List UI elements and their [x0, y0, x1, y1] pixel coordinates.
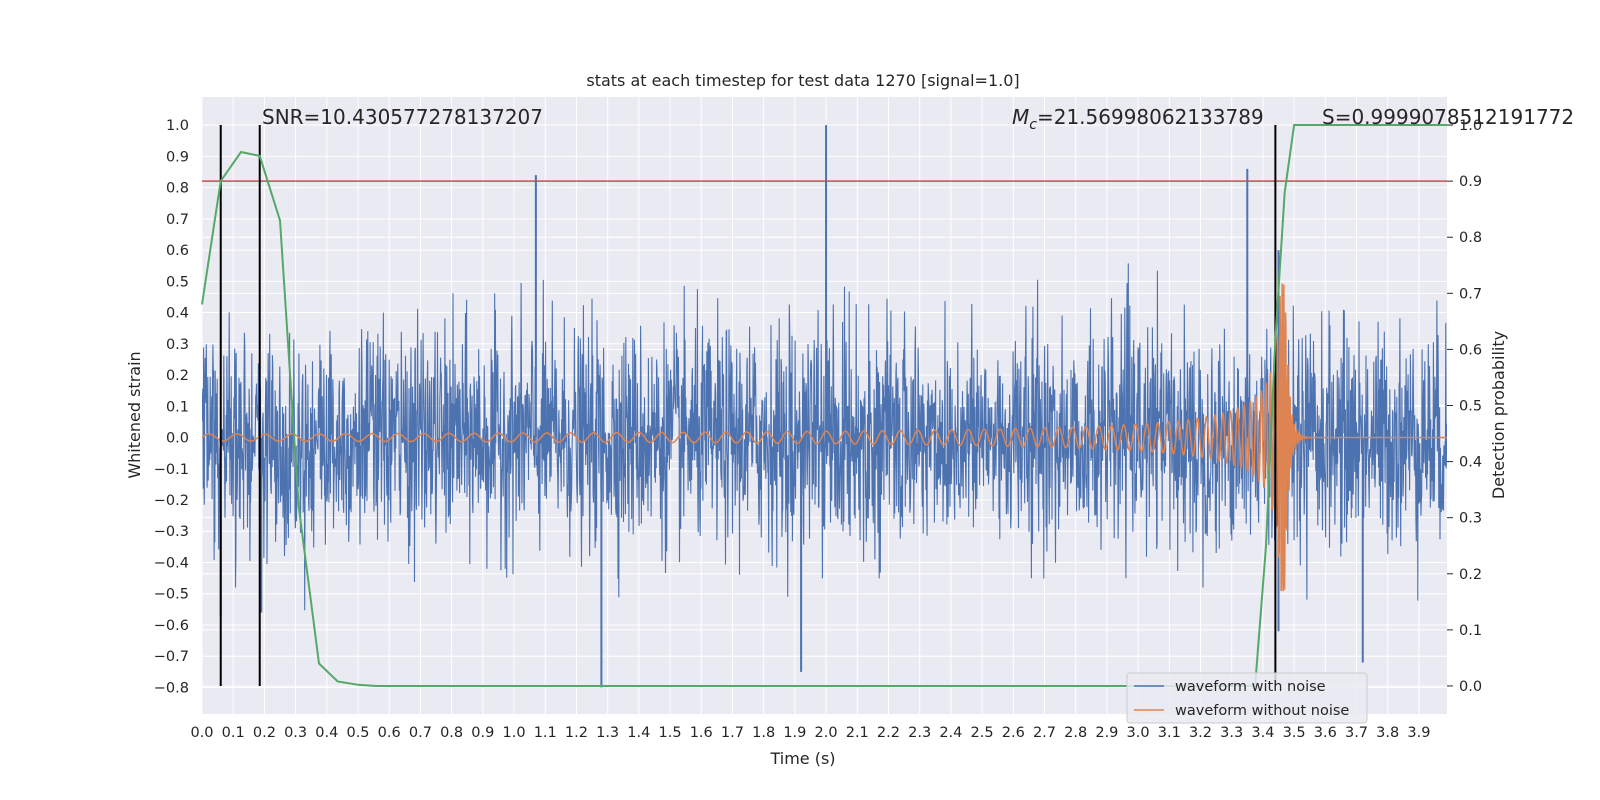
y-axis-label: Whitened strain	[125, 351, 144, 478]
x-tick-label: 0.2	[253, 725, 276, 741]
x-tick-label: 2.0	[815, 725, 838, 741]
x-axis-ticks: 0.0 0.1 0.2 0.3 0.4 0.5 0.6 0.7 0.8 0.9 1.0 1.1 1.2 1…	[190, 725, 1430, 741]
y2-tick-label: 0.8	[1459, 230, 1482, 246]
y-tick-label: −0.6	[154, 618, 189, 634]
x-tick-label: 2.7	[1033, 725, 1056, 741]
y-tick-label: 1.0	[166, 118, 189, 134]
x-tick-label: 0.7	[409, 725, 432, 741]
y-tick-label: 0.0	[166, 431, 189, 447]
x-tick-label: 2.6	[1002, 725, 1025, 741]
y2-tick-label: 0.6	[1459, 342, 1482, 358]
y-tick-label: 0.6	[166, 243, 189, 259]
y2-tick-label: 0.5	[1459, 399, 1482, 415]
series-detection-probability	[201, 124, 1447, 687]
x-tick-label: 1.9	[783, 725, 806, 741]
y2-tick-label: 0.1	[1459, 623, 1482, 639]
x-tick-label: 0.4	[315, 725, 338, 741]
x-tick-label: 1.0	[502, 725, 525, 741]
x-tick-label: 1.5	[659, 725, 682, 741]
x-tick-label: 2.3	[908, 725, 931, 741]
x-tick-label: 3.0	[1127, 725, 1150, 741]
y-tick-label: −0.4	[154, 555, 189, 571]
y-tick-label: 0.3	[166, 337, 189, 353]
x-tick-label: 2.5	[971, 725, 994, 741]
chirp-mass-annotation: Mc=21.56998062133789	[1012, 105, 1264, 133]
score-annotation: S=0.9999078512191772	[1322, 105, 1574, 129]
x-tick-label: 3.5	[1283, 725, 1306, 741]
x-tick-label: 3.2	[1189, 725, 1212, 741]
y-tick-label: −0.5	[154, 587, 189, 603]
y-tick-label: −0.8	[154, 680, 189, 696]
x-axis-label: Time (s)	[769, 749, 835, 768]
legend-label-clean: waveform without noise	[1175, 703, 1349, 719]
x-tick-label: 0.5	[346, 725, 369, 741]
x-tick-label: 0.6	[378, 725, 401, 741]
y-axis-ticks: 1.0 0.9 0.8 0.7 0.6 0.5 0.4 0.3 0.2 0.1 0.0 −0.1 −0.…	[154, 118, 189, 696]
x-tick-label: 0.8	[440, 725, 463, 741]
x-tick-label: 2.8	[1064, 725, 1087, 741]
x-tick-label: 0.9	[471, 725, 494, 741]
series-waveform-with-noise	[202, 263, 1447, 611]
legend-label-noisy: waveform with noise	[1175, 679, 1326, 695]
x-tick-label: 1.3	[596, 725, 619, 741]
y2-tick-label: 0.2	[1459, 567, 1482, 583]
x-tick-label: 0.0	[190, 725, 213, 741]
x-tick-label: 1.4	[627, 725, 650, 741]
y2-tick-label: 0.7	[1459, 286, 1482, 302]
y2-tick-label: 1.0	[1459, 118, 1482, 134]
y-tick-label: 0.5	[166, 274, 189, 290]
chart-title: stats at each timestep for test data 127…	[586, 71, 1019, 90]
y-tick-label: −0.1	[154, 462, 189, 478]
x-tick-label: 2.1	[846, 725, 869, 741]
y-tick-label: −0.3	[154, 524, 189, 540]
y-tick-label: −0.2	[154, 493, 189, 509]
x-tick-label: 1.8	[752, 725, 775, 741]
legend-box	[1126, 672, 1368, 724]
series-waveform-without-noise	[202, 283, 1447, 592]
x-tick-label: 1.2	[565, 725, 588, 741]
x-tick-label: 1.6	[690, 725, 713, 741]
y-tick-label: 0.2	[166, 368, 189, 384]
y-tick-label: 0.8	[166, 181, 189, 197]
y2-tick-label: 0.9	[1459, 174, 1482, 190]
x-tick-label: 2.9	[1095, 725, 1118, 741]
y2-axis-label: Detection probability	[1489, 331, 1508, 499]
x-tick-label: 2.2	[877, 725, 900, 741]
y2-axis-ticks: 1.0 0.9 0.8 0.7 0.6 0.5 0.4 0.3 0.2 0.1 0.0	[1447, 118, 1482, 695]
plot-area	[201, 97, 1447, 714]
x-tick-label: 3.3	[1220, 725, 1243, 741]
x-tick-label: 0.3	[284, 725, 307, 741]
y-tick-label: −0.7	[154, 649, 189, 665]
y-tick-label: 0.4	[166, 306, 189, 322]
x-tick-label: 3.9	[1407, 725, 1430, 741]
y2-tick-label: 0.3	[1459, 511, 1482, 527]
x-tick-label: 3.4	[1251, 725, 1274, 741]
x-tick-label: 0.1	[222, 725, 245, 741]
x-tick-label: 2.4	[939, 725, 962, 741]
series-group	[202, 125, 1447, 688]
snr-annotation: SNR=10.430577278137207	[262, 105, 543, 129]
x-tick-label: 3.8	[1376, 725, 1399, 741]
y-tick-label: 0.9	[166, 149, 189, 165]
x-tick-label: 3.1	[1158, 725, 1181, 741]
y-tick-label: 0.1	[166, 399, 189, 415]
x-tick-label: 1.1	[534, 725, 557, 741]
x-tick-label: 3.7	[1345, 725, 1368, 741]
y-tick-label: 0.7	[166, 212, 189, 228]
legend: waveform with noise waveform without noi…	[1126, 672, 1368, 724]
x-tick-label: 3.6	[1314, 725, 1337, 741]
x-tick-label: 1.7	[721, 725, 744, 741]
y2-tick-label: 0.4	[1459, 455, 1482, 471]
y2-tick-label: 0.0	[1459, 679, 1482, 695]
